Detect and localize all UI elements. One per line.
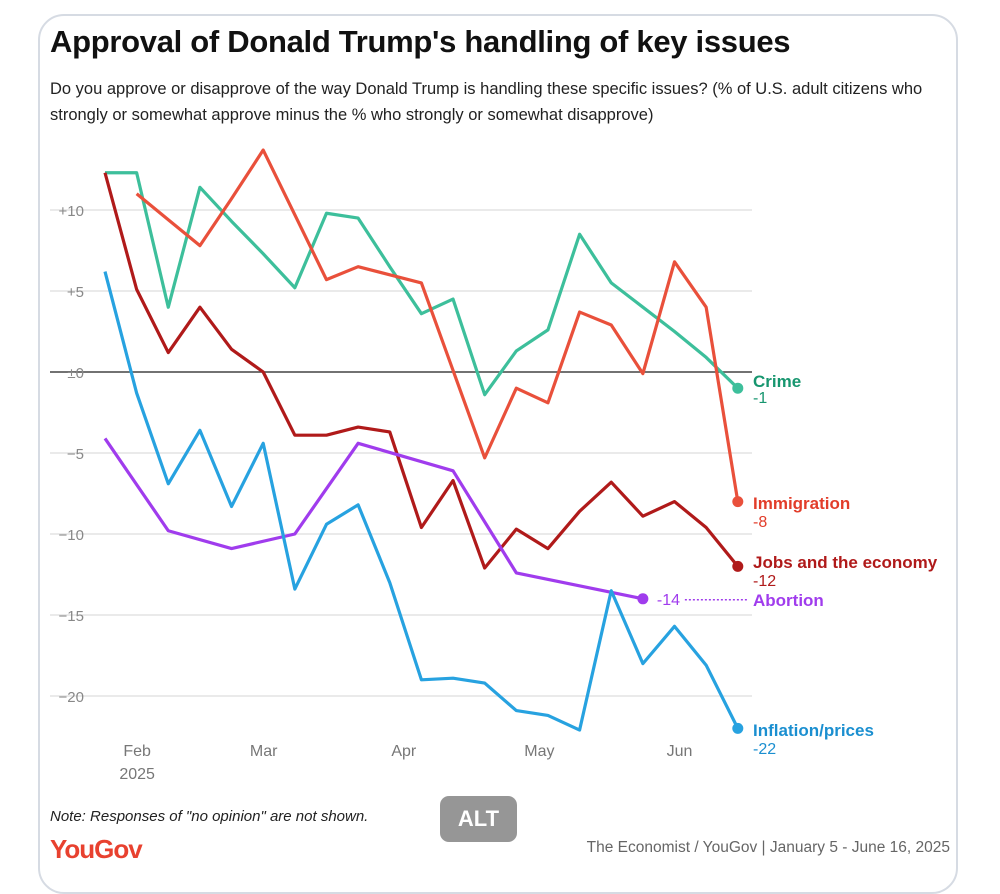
series-end-value: -8 [753,514,767,531]
series-line-immigration [135,148,740,502]
x-tick-label: May [524,743,554,760]
series-end-value: -22 [753,741,776,758]
y-tick-label: +5 [67,284,84,301]
end-point-marker [732,560,744,572]
y-tick-label: +10 [59,203,84,220]
series-line-abortion [103,437,644,601]
y-tick-label: −20 [59,689,84,706]
chart-title: Approval of Donald Trump's handling of k… [50,24,791,59]
end-point-marker [637,593,649,605]
series-label: Abortion [753,591,824,610]
y-tick-label: −10 [59,527,84,544]
x-tick-label: Mar [250,743,278,760]
series-line-jobs-and-the-economy [103,172,740,570]
alt-text-button[interactable]: ALT [440,796,517,842]
end-point-marker [732,722,744,734]
source-text: The Economist / YouGov | January 5 - Jun… [586,839,950,856]
x-tick-year: 2025 [119,766,155,783]
y-tick-label: ±0 [67,365,84,382]
series-end-value: -1 [753,390,767,407]
x-tick-label: Jun [667,743,693,760]
end-point-marker [732,496,744,508]
y-tick-label: −15 [59,608,84,625]
series-end-value: -12 [753,573,776,590]
x-tick-label: Apr [391,743,417,760]
chart-note: Note: Responses of "no opinion" are not … [50,808,369,825]
series-label: Immigration [753,494,850,513]
y-tick-label: −5 [67,446,84,463]
series-end-value: -14 [657,592,680,609]
yougov-logo: YouGov [50,834,143,864]
series-label: Inflation/prices [753,721,874,740]
end-point-marker [732,382,744,394]
series-label: Jobs and the economy [753,553,938,572]
chart-subtitle: Do you approve or disapprove of the way … [50,80,923,124]
series-line-inflation-prices [103,271,740,732]
series-label: Crime [753,372,801,391]
x-tick-label: Feb [123,743,151,760]
line-chart: +10 +5 ±0 −5 −10 −15 −20 Feb 2025 Mar Apr May Jun Cri… [50,148,938,783]
series-line-crime [105,171,739,397]
